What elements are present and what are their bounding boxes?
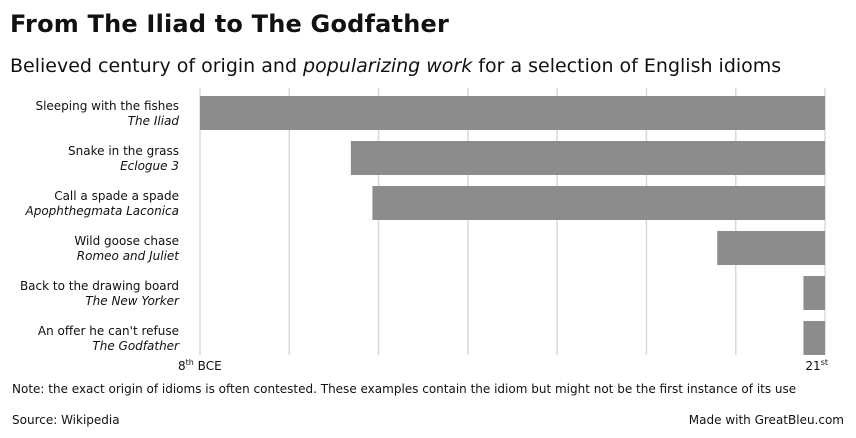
subtitle-part-2: for a selection of English idioms	[472, 55, 782, 77]
work-label: The New Yorker	[85, 294, 180, 308]
chart-title: From The Iliad to The Godfather	[10, 10, 450, 38]
idiom-label: Wild goose chase	[74, 234, 179, 248]
idiom-label: Snake in the grass	[68, 144, 179, 158]
x-tick-label: 8th BCE	[178, 358, 222, 373]
bar	[803, 321, 825, 355]
bar	[200, 96, 825, 130]
idiom-label: Call a spade a spade	[54, 189, 179, 203]
chart-note: Note: the exact origin of idioms is ofte…	[12, 382, 797, 396]
work-label: Eclogue 3	[120, 159, 179, 173]
chart-subtitle: Believed century of origin and populariz…	[10, 55, 781, 77]
subtitle-emphasis: popularizing work	[303, 55, 473, 77]
bar	[350, 141, 825, 175]
idiom-label: Back to the drawing board	[20, 279, 179, 293]
x-tick-label: 21st	[805, 358, 828, 373]
subtitle-part-1: Believed century of origin and	[10, 55, 304, 77]
chart-source: Source: Wikipedia	[12, 413, 120, 427]
work-label: The Iliad	[128, 114, 180, 128]
made-with-credit: Made with GreatBleu.com	[688, 413, 844, 427]
work-label: The Godfather	[92, 339, 180, 353]
bar	[372, 186, 825, 220]
idiom-label: Sleeping with the fishes	[35, 99, 179, 113]
work-label: Apophthegmata Laconica	[25, 204, 180, 218]
bar	[717, 231, 825, 265]
work-label: Romeo and Juliet	[77, 249, 180, 263]
bar	[803, 276, 825, 310]
idiom-label: An offer he can't refuse	[38, 324, 179, 338]
